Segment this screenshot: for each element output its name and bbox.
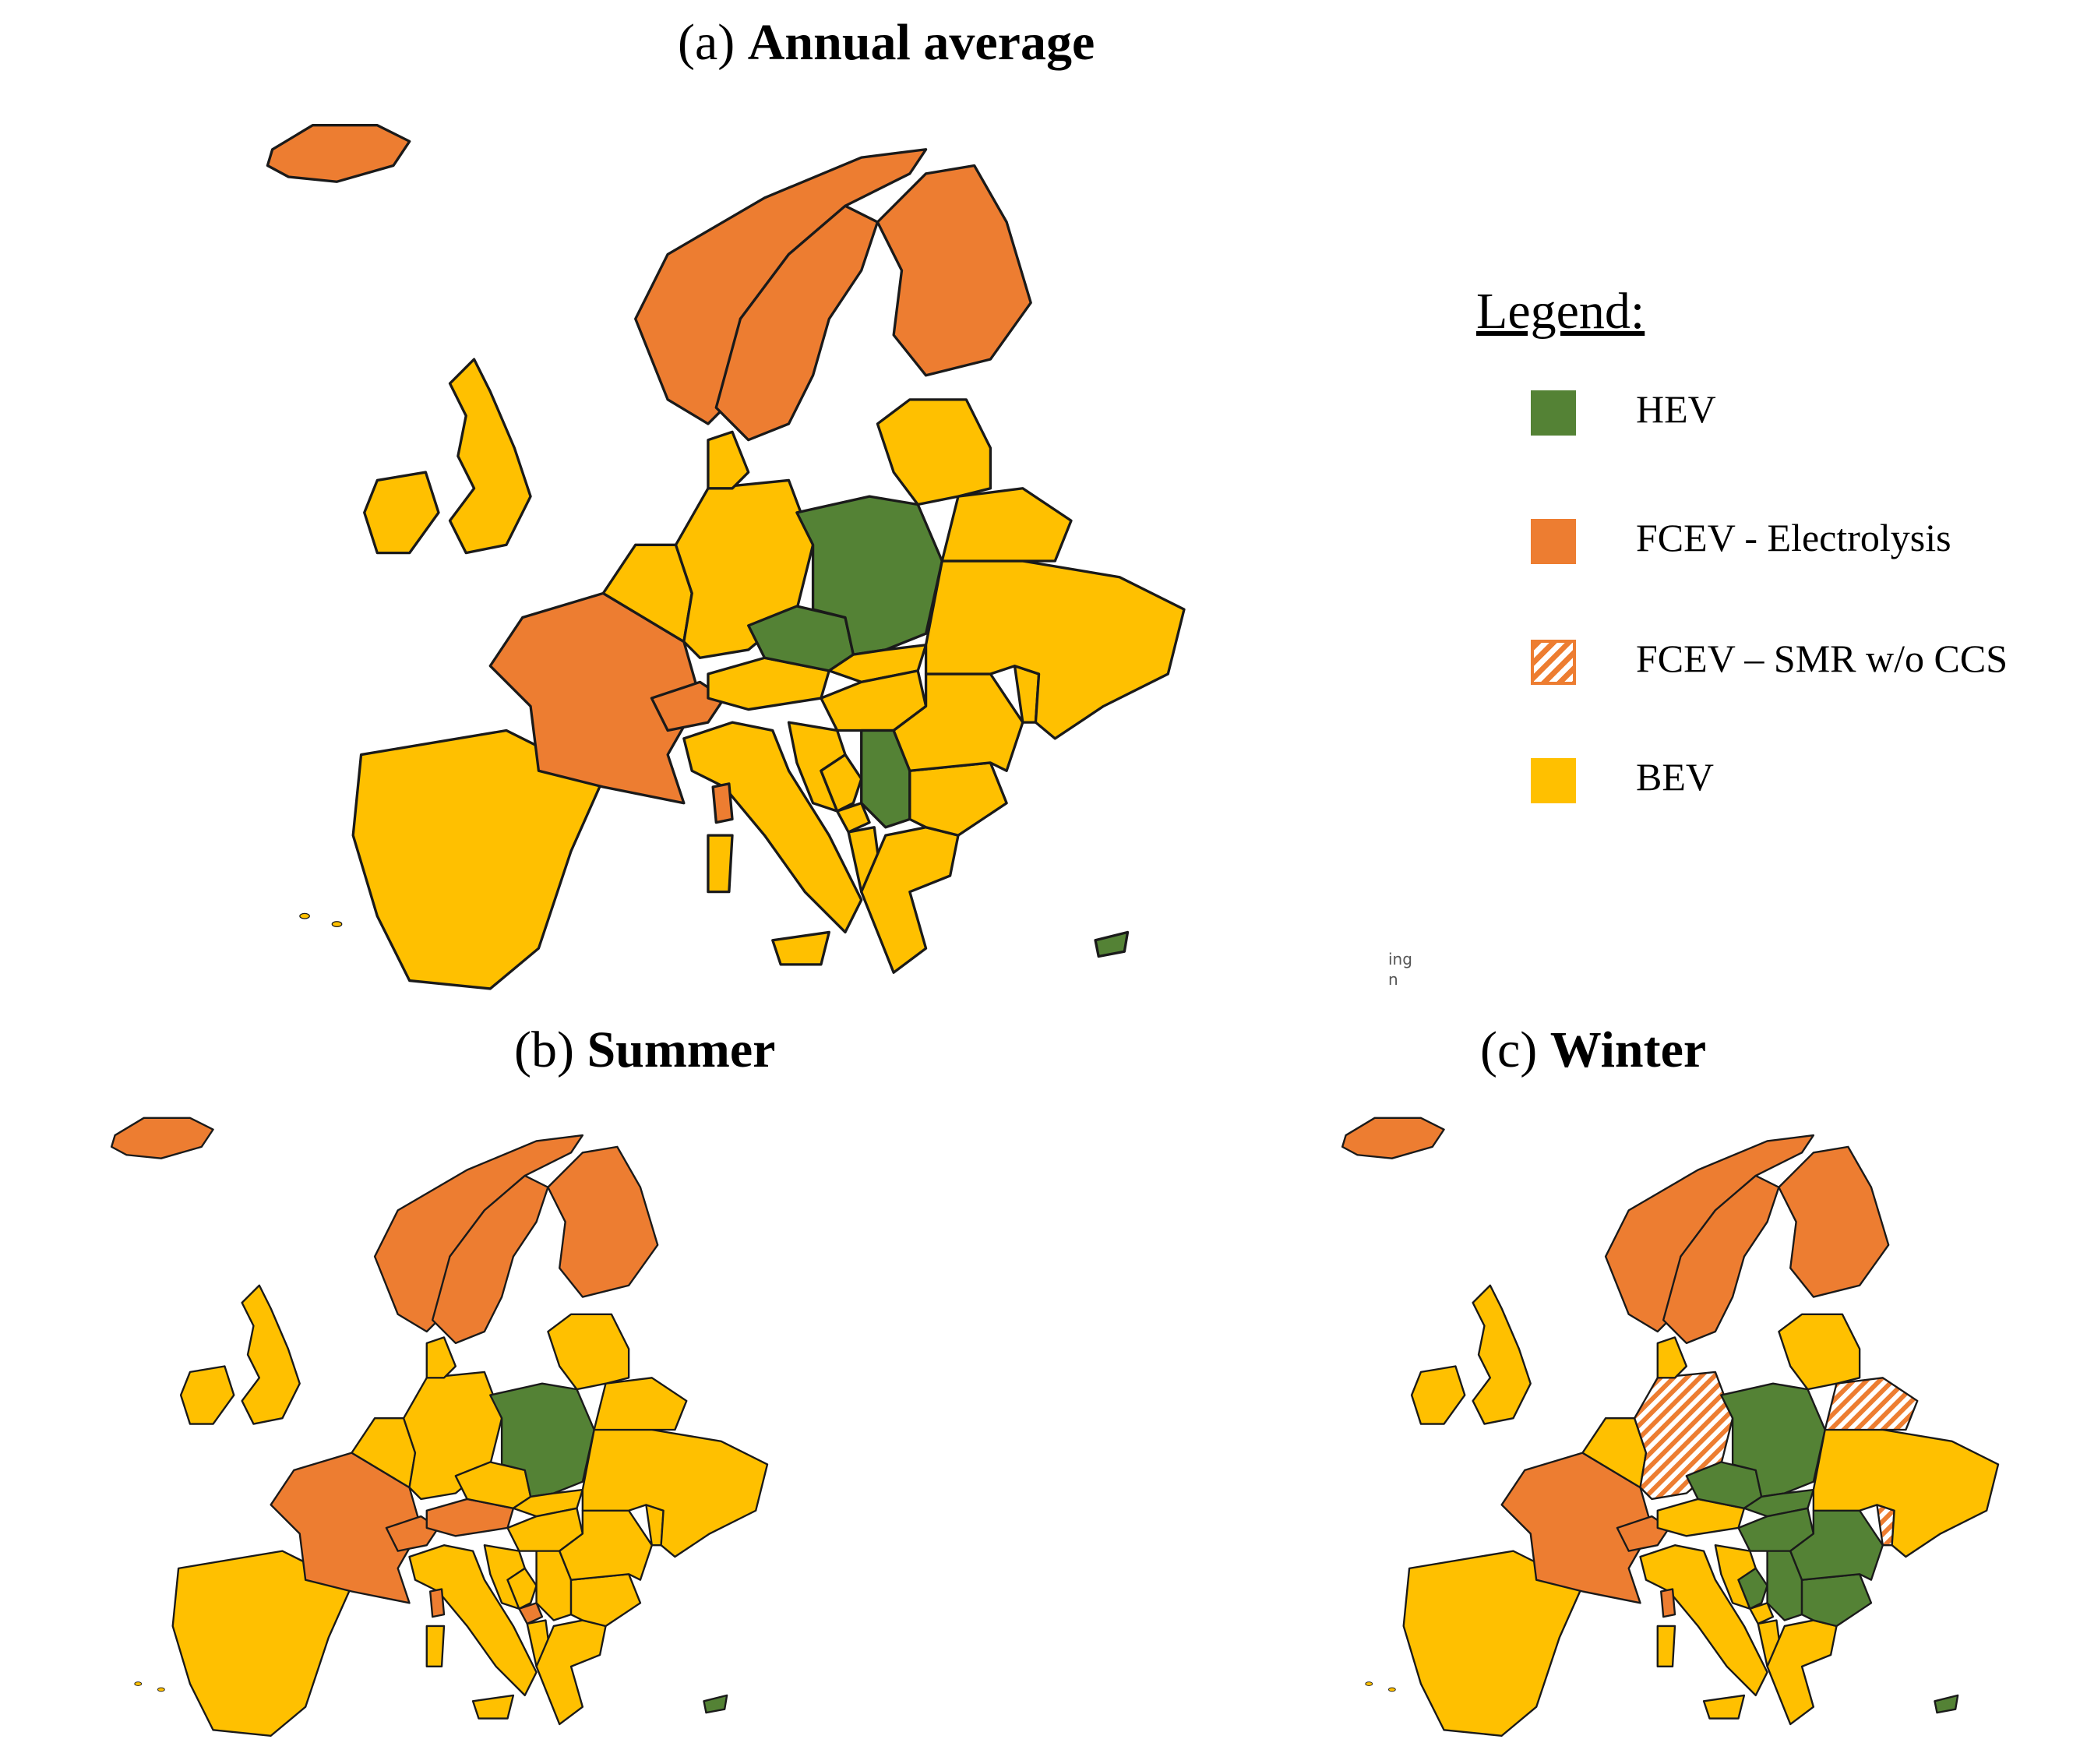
country-belarus bbox=[940, 487, 1073, 563]
legend-label-fcev-electrolysis: FCEV - Electrolysis bbox=[1636, 516, 1951, 559]
country-italy bbox=[408, 1544, 538, 1697]
title-winter: (c) Winter bbox=[1480, 1025, 1706, 1076]
legend-swatch-fcev-smr bbox=[1531, 640, 1576, 685]
country-greece bbox=[1766, 1619, 1838, 1726]
stray-text-line: ing bbox=[1388, 950, 1412, 968]
legend-swatch-hev bbox=[1531, 390, 1576, 436]
country-baltics bbox=[876, 398, 992, 506]
country-ireland bbox=[179, 1365, 235, 1425]
country-ukraine bbox=[1812, 1428, 2000, 1558]
country-bulgaria bbox=[569, 1573, 642, 1628]
country-switzerland bbox=[1616, 1515, 1670, 1552]
country-sweden bbox=[431, 1174, 549, 1345]
country-uk bbox=[448, 358, 532, 555]
legend-item-fcev-electrolysis bbox=[1531, 518, 1576, 565]
island-marker bbox=[1365, 1681, 1373, 1686]
country-bosnia bbox=[506, 1567, 538, 1610]
country-cyprus bbox=[1934, 1694, 1959, 1714]
title-prefix: (a) bbox=[678, 14, 735, 71]
country-ireland bbox=[363, 471, 440, 555]
country-corsica bbox=[1660, 1588, 1676, 1618]
title-text: Annual average bbox=[747, 14, 1095, 71]
country-corsica bbox=[711, 782, 734, 824]
island-marker bbox=[157, 1687, 165, 1692]
country-italy bbox=[682, 721, 863, 934]
country-greece bbox=[860, 826, 960, 974]
country-bulgaria bbox=[908, 761, 1008, 837]
title-summer: (b) Summer bbox=[514, 1025, 775, 1076]
map-annual-average bbox=[93, 109, 1371, 1049]
country-switzerland bbox=[650, 680, 726, 732]
country-sweden bbox=[714, 204, 880, 442]
country-finland bbox=[547, 1145, 659, 1298]
country-cyprus bbox=[703, 1694, 728, 1714]
country-uk bbox=[241, 1284, 301, 1425]
legend-swatch-bev bbox=[1531, 758, 1576, 803]
map-svg bbox=[266, 124, 1186, 1049]
country-denmark bbox=[425, 1336, 457, 1379]
title-prefix: (c) bbox=[1480, 1021, 1538, 1078]
legend-item-hev bbox=[1531, 390, 1576, 436]
island-marker bbox=[299, 912, 310, 919]
country-bosnia bbox=[820, 753, 863, 813]
country-cyprus bbox=[1094, 930, 1130, 958]
country-montenegro bbox=[835, 802, 871, 834]
country-bulgaria bbox=[1800, 1573, 1873, 1628]
country-denmark bbox=[1656, 1336, 1688, 1379]
country-ukraine bbox=[581, 1428, 769, 1558]
title-text: Winter bbox=[1549, 1021, 1707, 1078]
legend-label-bev: BEV bbox=[1636, 755, 1714, 799]
country-belarus bbox=[593, 1377, 688, 1431]
country-iceland bbox=[110, 1117, 214, 1159]
title-text: Summer bbox=[587, 1021, 776, 1078]
island-marker bbox=[1387, 1687, 1396, 1692]
title-prefix: (b) bbox=[514, 1021, 574, 1078]
country-italy bbox=[1639, 1544, 1768, 1697]
country-corsica bbox=[429, 1588, 446, 1618]
country-iceland bbox=[1341, 1117, 1445, 1159]
legend-item-fcev-smr bbox=[1531, 639, 1576, 686]
country-baltics bbox=[547, 1313, 630, 1391]
country-sweden bbox=[1662, 1174, 1780, 1345]
country-sardinia bbox=[707, 834, 734, 894]
map-summer bbox=[16, 1106, 873, 1764]
map-svg bbox=[1341, 1117, 2000, 1764]
country-switzerland bbox=[385, 1515, 439, 1552]
legend-swatch-fcev-electrolysis bbox=[1531, 519, 1576, 564]
country-ukraine bbox=[924, 559, 1186, 740]
country-belarus bbox=[1824, 1377, 1919, 1431]
legend-label-fcev-smr: FCEV – SMR w/o CCS bbox=[1636, 637, 2008, 680]
legend-heading: Legend: bbox=[1476, 283, 1645, 340]
country-sardinia bbox=[1656, 1625, 1676, 1668]
map-winter bbox=[1246, 1106, 2080, 1764]
stray-text-fragment: ing n bbox=[1388, 949, 1412, 990]
country-denmark bbox=[707, 430, 750, 490]
country-sicily bbox=[1702, 1694, 1746, 1720]
legend-item-bev bbox=[1531, 757, 1576, 804]
country-ireland bbox=[1410, 1365, 1466, 1425]
island-marker bbox=[331, 921, 343, 928]
country-iceland bbox=[266, 124, 411, 183]
country-montenegro bbox=[518, 1602, 544, 1625]
country-finland bbox=[1778, 1145, 1890, 1298]
country-finland bbox=[876, 164, 1032, 377]
stray-text-line: n bbox=[1388, 970, 1398, 989]
title-annual-average: (a) Annual average bbox=[678, 17, 1095, 69]
legend-label-hev: HEV bbox=[1636, 387, 1716, 431]
country-bosnia bbox=[1737, 1567, 1768, 1610]
island-marker bbox=[134, 1681, 143, 1686]
country-sicily bbox=[471, 1694, 515, 1720]
country-greece bbox=[535, 1619, 607, 1726]
country-uk bbox=[1472, 1284, 1532, 1425]
country-sicily bbox=[771, 930, 830, 966]
map-svg bbox=[110, 1117, 769, 1764]
country-baltics bbox=[1778, 1313, 1861, 1391]
country-sardinia bbox=[425, 1625, 446, 1668]
country-montenegro bbox=[1749, 1602, 1775, 1625]
